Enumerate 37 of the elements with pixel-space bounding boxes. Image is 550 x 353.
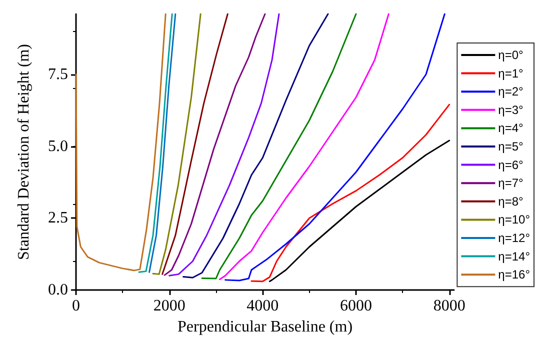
line-series bbox=[164, 13, 266, 276]
y-tick-label: 7.5 bbox=[48, 66, 68, 83]
legend-label: η=16° bbox=[498, 268, 530, 282]
legend-label: η=10° bbox=[498, 212, 530, 227]
legend-label: η=6° bbox=[498, 158, 524, 172]
line-series bbox=[148, 13, 176, 273]
x-tick-label: 0 bbox=[72, 298, 80, 314]
line-series bbox=[268, 140, 450, 282]
line-series bbox=[201, 13, 357, 280]
y-tick-label: 2.5 bbox=[48, 210, 68, 227]
x-tick-label: 6000 bbox=[340, 298, 372, 314]
x-axis-title: Perpendicular Baseline (m) bbox=[177, 318, 353, 336]
x-tick-label: 2000 bbox=[153, 298, 186, 314]
legend-label: η=8° bbox=[498, 194, 524, 208]
x-tick-label: 8000 bbox=[433, 298, 466, 314]
legend-label: η=14° bbox=[498, 249, 530, 264]
x-tick-label: 4000 bbox=[246, 298, 279, 314]
line-series bbox=[250, 104, 450, 282]
line-series bbox=[168, 13, 280, 276]
legend-label: η=4° bbox=[498, 121, 524, 136]
legend-label: η=0° bbox=[498, 48, 524, 62]
line-series bbox=[182, 13, 329, 278]
legend-label: η=12° bbox=[498, 231, 530, 245]
line-series bbox=[224, 13, 446, 282]
line-series bbox=[75, 13, 166, 272]
line-series bbox=[152, 13, 202, 275]
legend-label: η=1° bbox=[498, 66, 524, 80]
y-axis-title: Standard Deviation of Height (m) bbox=[16, 44, 32, 260]
line-series bbox=[218, 13, 390, 280]
line-series bbox=[138, 13, 173, 273]
legend-label: η=3° bbox=[498, 102, 524, 117]
legend-label: η=2° bbox=[498, 84, 524, 99]
legend-label: η=7° bbox=[498, 176, 524, 190]
legend-label: η=5° bbox=[498, 140, 524, 154]
y-tick-label: 5.0 bbox=[48, 138, 68, 155]
y-tick-label: 0.0 bbox=[48, 282, 68, 298]
line-series bbox=[162, 13, 228, 275]
